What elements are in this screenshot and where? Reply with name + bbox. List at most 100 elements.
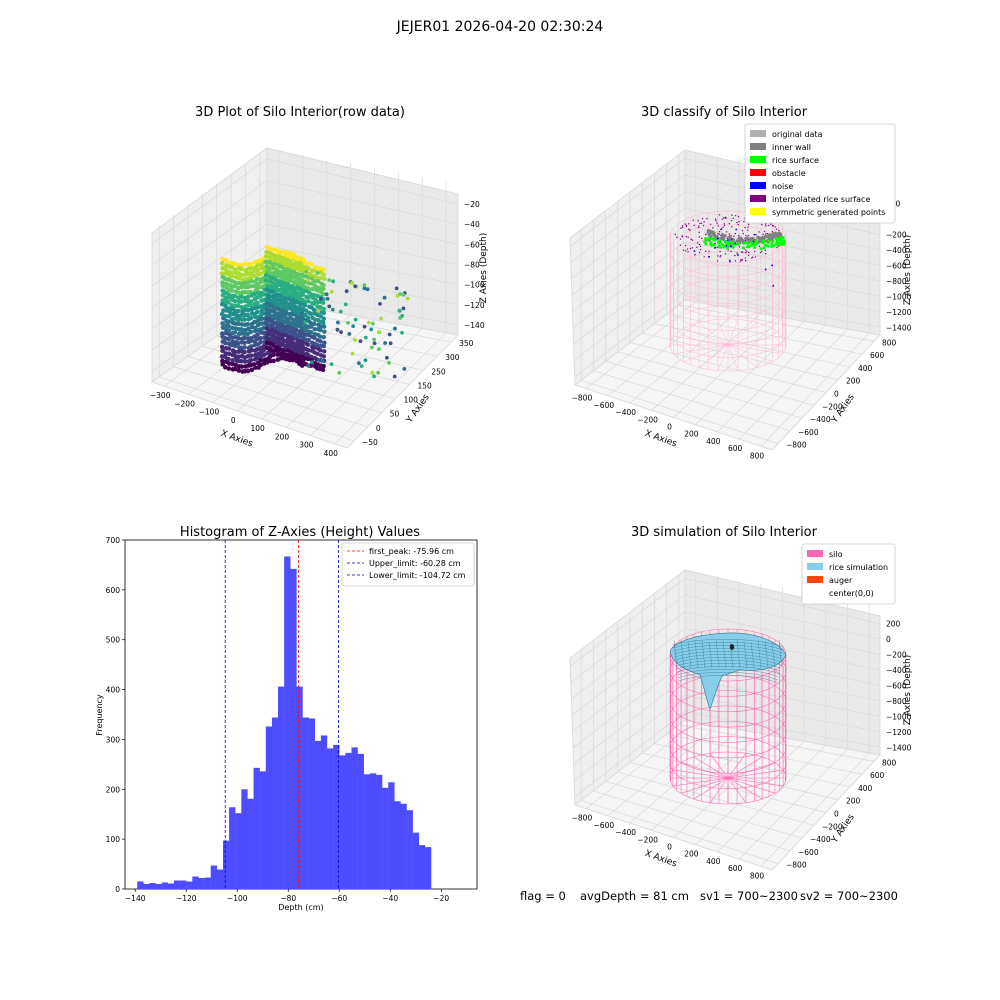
classify-y-tick-label: −400 xyxy=(810,415,831,424)
simulation-z-tick-label: −1200 xyxy=(886,728,912,737)
raw-x-tick-label: 400 xyxy=(324,449,339,458)
histogram-bar xyxy=(388,782,395,889)
classify-interpolated-point xyxy=(718,230,721,233)
raw-xaxis-label: X Axies xyxy=(219,429,254,450)
raw-scatter-point xyxy=(285,324,290,329)
raw-scatter-point xyxy=(308,329,314,335)
raw-scatter-point xyxy=(245,312,250,318)
classify-interpolated-point xyxy=(777,245,779,247)
raw-scatter-point xyxy=(226,351,232,357)
raw-scatter-point xyxy=(248,329,254,335)
raw-scatter-point xyxy=(321,324,327,329)
raw-scatter-point xyxy=(311,307,317,313)
classify-legend-swatch xyxy=(750,156,766,163)
histogram-x-tick-label: −40 xyxy=(382,894,398,903)
raw-scatter-point xyxy=(230,357,236,363)
classify-rice-surface-point xyxy=(750,243,754,247)
raw-scatter-point xyxy=(321,334,326,340)
classify-interpolated-point xyxy=(742,232,745,235)
raw-scatter-point xyxy=(264,307,269,312)
raw-scatter-point xyxy=(279,332,284,337)
classify-legend-swatch xyxy=(750,195,766,202)
raw-scatter-point xyxy=(318,275,323,281)
classify-rice-surface-point xyxy=(765,244,769,248)
classify-noise-point xyxy=(714,246,716,249)
classify-interpolated-point xyxy=(768,224,770,227)
classify-x-tick-label: −800 xyxy=(572,394,593,403)
raw-scatter-point xyxy=(321,272,326,277)
classify-rice-surface-point xyxy=(706,238,710,242)
classify-interpolated-point xyxy=(676,236,678,238)
raw-scatter-point xyxy=(282,286,287,291)
raw-scatter-point xyxy=(376,347,381,352)
raw-scatter-point xyxy=(269,247,275,253)
classify-noise-point xyxy=(716,237,719,240)
histogram-bar xyxy=(394,801,401,889)
raw-scatter-point xyxy=(248,357,254,363)
raw-scatter-point xyxy=(318,327,323,333)
raw-scatter-point xyxy=(320,359,325,363)
raw-scatter-point xyxy=(239,327,244,332)
raw-x-tick-label: 100 xyxy=(251,424,266,433)
raw-scatter-point xyxy=(226,328,232,333)
raw-scatter-point xyxy=(275,336,281,341)
classify-interpolated-point xyxy=(719,256,721,258)
raw-scatter-point xyxy=(232,349,238,355)
classify-interpolated-point xyxy=(719,255,722,257)
raw-scatter-point xyxy=(285,344,290,349)
raw-scatter-point xyxy=(245,280,251,286)
raw-scatter-point xyxy=(261,347,266,353)
histogram-bar xyxy=(290,568,297,889)
raw-scatter-point xyxy=(245,298,251,304)
classify-rice-surface-point xyxy=(736,242,740,246)
raw-scatter-point xyxy=(350,351,355,356)
raw-scatter-title: 3D Plot of Silo Interior(row data) xyxy=(195,105,405,120)
raw-scatter-point xyxy=(255,281,260,287)
classify-interpolated-point xyxy=(753,250,756,253)
raw-scatter-point xyxy=(281,267,287,272)
classify-interpolated-point xyxy=(685,250,687,252)
raw-scatter-point xyxy=(270,304,275,309)
classify-interpolated-point xyxy=(738,220,740,223)
raw-scatter-point xyxy=(264,259,269,264)
raw-scatter-point xyxy=(306,337,311,343)
classify-rice-surface-point xyxy=(741,246,745,250)
raw-scatter-point xyxy=(267,312,272,317)
histogram-bar xyxy=(149,883,156,889)
raw-scatter-point xyxy=(255,346,260,352)
classify-y-tick-label: 400 xyxy=(858,364,873,373)
raw-scatter-point xyxy=(232,330,238,335)
raw-scatter-point xyxy=(249,266,254,271)
classify-y-tick-label: 600 xyxy=(870,351,885,360)
raw-scatter-point xyxy=(309,261,314,267)
raw-scatter-point xyxy=(275,302,281,308)
raw-scatter-point xyxy=(303,320,307,325)
simulation-z-tick-label: −800 xyxy=(886,697,907,706)
raw-scatter-point xyxy=(370,345,374,350)
raw-z-tick-label: −20 xyxy=(464,200,480,209)
raw-scatter-point xyxy=(321,286,326,292)
classify-interpolated-point xyxy=(725,231,728,233)
classify-interpolated-point xyxy=(697,226,700,229)
classify-interpolated-point xyxy=(727,249,729,251)
classify-x-tick-label: −600 xyxy=(594,401,615,410)
raw-scatter-point xyxy=(245,368,251,374)
classify-y-tick-label: 800 xyxy=(882,338,897,347)
raw-scatter-point xyxy=(220,321,225,326)
histogram-y-tick-label: 500 xyxy=(106,636,121,645)
classify-noise-point xyxy=(735,228,738,231)
raw-scatter-point xyxy=(395,293,400,298)
raw-scatter-point xyxy=(329,362,334,366)
classify-interpolated-point xyxy=(698,243,701,246)
classify-interpolated-point xyxy=(692,219,695,221)
histogram-legend-label: Lower_limit: -104.72 cm xyxy=(369,571,466,580)
raw-scatter-point xyxy=(258,271,263,277)
raw-scatter-point xyxy=(236,349,241,355)
classify-interpolated-point xyxy=(679,238,682,240)
simulation-zaxis-label: Z Axies (Depth) xyxy=(903,655,913,726)
classify-interpolated-point xyxy=(698,231,700,234)
classify-y-tick-label: 0 xyxy=(834,390,839,399)
raw-scatter-point xyxy=(312,278,318,284)
classify-interpolated-point xyxy=(740,258,742,261)
raw-scatter-point xyxy=(282,281,287,286)
